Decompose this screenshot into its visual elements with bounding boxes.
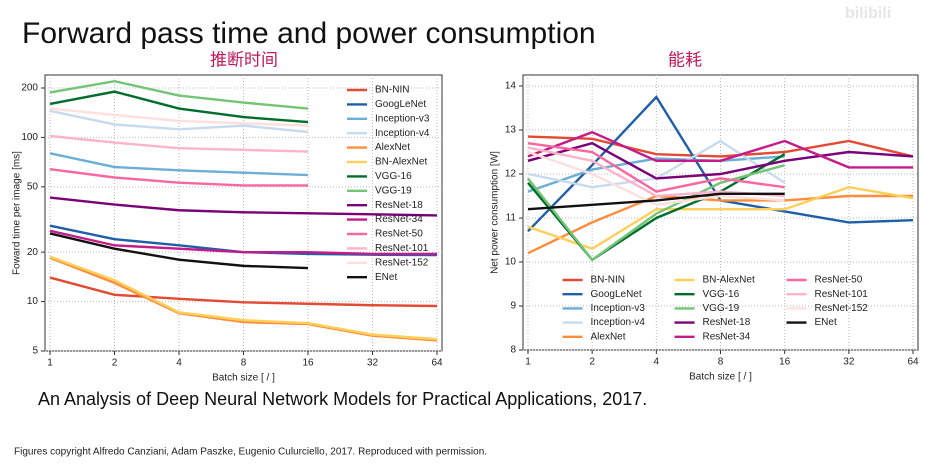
caption: An Analysis of Deep Neural Network Model… [38, 389, 647, 409]
x-tick-label: 64 [907, 357, 919, 368]
x-tick-label: 32 [367, 358, 379, 369]
annotation: 能耗 [668, 51, 702, 71]
legend-label: Inception-v4 [375, 128, 430, 139]
series-line [527, 155, 785, 193]
legend-label: ENet [375, 272, 397, 283]
legend-label: Inception-v4 [591, 317, 646, 328]
legend-label: ResNet-152 [375, 257, 429, 268]
x-tick-label: 4 [654, 357, 660, 368]
legend-label: Inception-v3 [375, 113, 430, 124]
x-tick-label: 4 [176, 358, 182, 369]
x-tick-label: 8 [241, 358, 247, 369]
legend-label: ResNet-101 [815, 289, 869, 300]
series-line [49, 152, 309, 177]
series-line [527, 185, 914, 251]
annotation: 推断时间 [210, 51, 278, 71]
series-line [49, 276, 438, 308]
series-line [49, 168, 308, 187]
legend-label: VGG-16 [375, 171, 412, 182]
y-tick-label: 12 [505, 169, 517, 180]
series-line [49, 196, 438, 217]
series-line [527, 130, 913, 169]
series-line [49, 109, 309, 134]
x-tick-label: 64 [431, 358, 443, 369]
x-tick-label: 2 [589, 357, 595, 368]
legend-label: ResNet-18 [703, 317, 751, 328]
x-tick-label: 2 [112, 358, 118, 369]
y-tick-label: 5 [32, 346, 38, 357]
series-line [49, 232, 309, 270]
legend-label: ResNet-50 [815, 275, 863, 286]
x-tick-label: 16 [779, 357, 791, 368]
y-tick-label: 8 [510, 345, 516, 356]
y-tick-label: 20 [27, 247, 39, 258]
y-tick-label: 14 [505, 81, 517, 92]
x-tick-label: 32 [843, 357, 855, 368]
y-tick-label: 50 [27, 181, 39, 192]
series-line [49, 79, 309, 110]
x-tick-label: 16 [302, 358, 314, 369]
y-axis-label: Net power consumption [W] [490, 151, 501, 274]
legend-label: Inception-v3 [591, 303, 646, 314]
y-tick-label: 10 [505, 257, 517, 268]
series-line [527, 164, 785, 262]
series-line [527, 142, 785, 193]
legend-label: AlexNet [375, 142, 410, 153]
y-axis-label: Foward time per image [ms] [12, 151, 23, 275]
x-tick-label: 8 [718, 357, 724, 368]
x-axis-label: Batch size [ / ] [689, 372, 752, 383]
legend-label: ResNet-50 [375, 229, 423, 240]
legend-label: ResNet-34 [375, 214, 423, 225]
series-line [49, 229, 437, 256]
series-line [49, 255, 438, 341]
legend-label: BN-AlexNet [703, 275, 755, 286]
watermark: bilibili [845, 5, 891, 22]
series-line [527, 194, 913, 255]
y-tick-label: 9 [510, 301, 516, 312]
y-tick-label: 11 [506, 213, 517, 224]
x-tick-label: 1 [47, 358, 53, 369]
legend-label: VGG-19 [703, 303, 740, 314]
y-tick-label: 100 [21, 132, 38, 143]
legend-label: ENet [815, 317, 837, 328]
series-line [49, 107, 309, 127]
legend-label: BN-AlexNet [375, 157, 427, 168]
series-line [527, 150, 785, 207]
legend-label: GoogLeNet [375, 99, 426, 110]
series-line [49, 134, 309, 153]
series-line [527, 135, 914, 158]
y-tick-label: 200 [21, 83, 38, 94]
legend-label: BN-NIN [375, 85, 409, 96]
legend-label: BN-NIN [591, 275, 625, 286]
series-line [527, 141, 914, 180]
series-line [49, 90, 309, 124]
footnote: Figures copyright Alfredo Canziani, Adam… [14, 447, 487, 458]
legend-label: ResNet-18 [375, 200, 423, 211]
legend-label: VGG-16 [703, 289, 740, 300]
legend-label: ResNet-101 [375, 243, 429, 254]
y-tick-label: 13 [505, 125, 517, 136]
x-axis-label: Batch size [ / ] [212, 373, 275, 384]
series-line [527, 192, 785, 211]
legend-label: GoogLeNet [591, 289, 642, 300]
slide-title: Forward pass time and power consumption [22, 17, 596, 50]
legend-label: ResNet-34 [703, 331, 751, 342]
y-tick-label: 10 [27, 296, 39, 307]
x-tick-label: 1 [525, 357, 531, 368]
legend-label: AlexNet [591, 331, 626, 342]
legend-label: ResNet-152 [815, 303, 869, 314]
legend-label: VGG-19 [375, 185, 412, 196]
